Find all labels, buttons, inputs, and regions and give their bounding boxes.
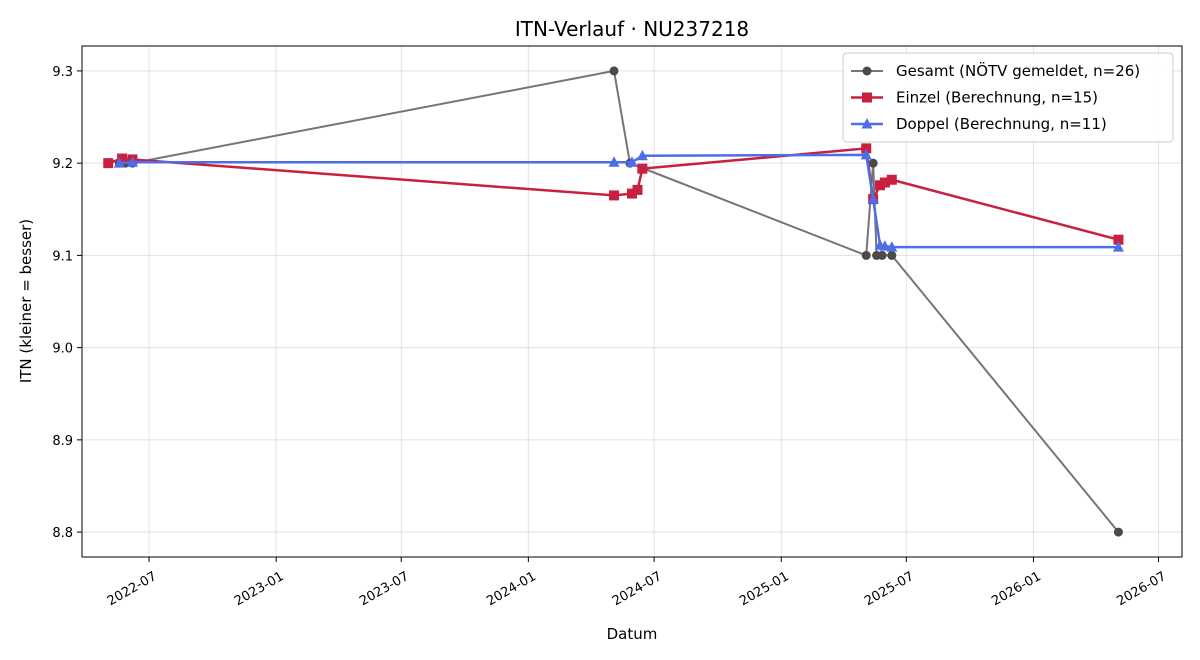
- data-point-doppel: [886, 241, 898, 252]
- data-point-einzel: [637, 163, 648, 174]
- legend-label-gesamt: Gesamt (NÖTV gemeldet, n=26): [896, 61, 1140, 80]
- y-axis-ticks: 8.8 8.9 9.0 9.1 9.2 9.3: [52, 65, 82, 541]
- y-tick-label: 9.2: [52, 157, 73, 172]
- x-axis-label: Datum: [607, 625, 658, 643]
- data-point-gesamt: [877, 250, 887, 260]
- y-tick-label: 9.3: [52, 65, 73, 80]
- legend-marker-gesamt: [862, 66, 872, 76]
- data-point-doppel: [1112, 241, 1124, 252]
- data-point-gesamt: [609, 66, 619, 76]
- legend-label-einzel: Einzel (Berechnung, n=15): [896, 89, 1098, 107]
- data-point-einzel: [886, 174, 897, 185]
- data-point-einzel: [632, 184, 643, 195]
- chart-title: ITN-Verlauf · NU237218: [515, 17, 749, 41]
- data-point-doppel: [626, 156, 638, 167]
- data-point-doppel: [608, 156, 620, 167]
- data-point-doppel: [867, 193, 879, 204]
- data-point-einzel: [861, 143, 872, 154]
- y-tick-label: 8.8: [52, 526, 73, 541]
- data-point-gesamt: [887, 250, 897, 260]
- plot-frame: [81, 45, 1183, 558]
- y-tick-label: 9.1: [52, 249, 73, 264]
- data-point-einzel: [879, 177, 890, 188]
- series-doppel: [113, 148, 1124, 252]
- legend-marker-einzel: [862, 92, 872, 103]
- y-tick-label: 9.0: [52, 342, 73, 357]
- legend-marker-doppel: [861, 118, 873, 129]
- data-point-gesamt: [861, 250, 871, 260]
- data-point-doppel: [126, 156, 138, 167]
- legend-box: [842, 52, 1174, 143]
- data-point-einzel: [103, 158, 114, 169]
- y-axis-label: ITN (kleiner = besser): [17, 219, 35, 383]
- y-tick-label: 8.9: [52, 434, 73, 449]
- data-point-einzel: [627, 188, 637, 199]
- data-point-doppel: [636, 149, 648, 161]
- data-point-doppel: [113, 157, 125, 168]
- series-layer: [103, 66, 1124, 537]
- legend: Gesamt (NÖTV gemeldet, n=26) Einzel (Bere…: [842, 52, 1174, 143]
- data-point-einzel: [609, 190, 620, 201]
- data-point-einzel: [1113, 234, 1124, 245]
- data-point-doppel: [860, 148, 872, 160]
- data-point-doppel: [879, 240, 891, 251]
- data-point-einzel: [117, 153, 128, 164]
- legend-label-doppel: Doppel (Berechnung, n=11): [896, 115, 1107, 133]
- data-point-gesamt: [868, 158, 878, 168]
- data-point-gesamt: [1113, 527, 1123, 537]
